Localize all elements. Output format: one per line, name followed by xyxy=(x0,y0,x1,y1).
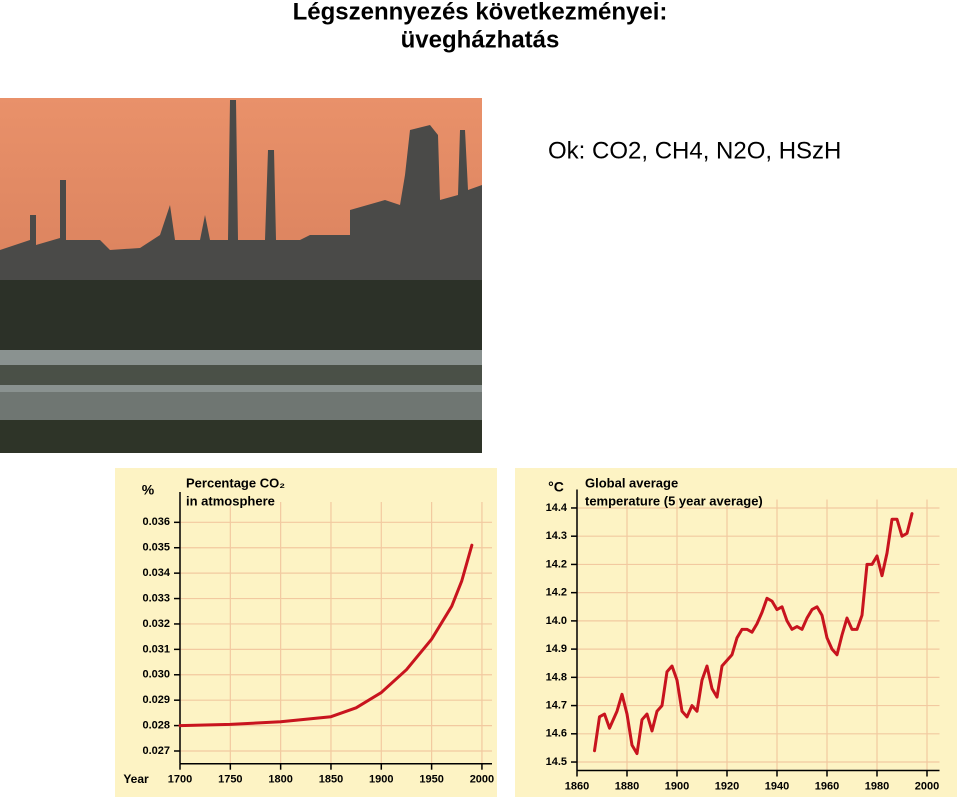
cause-note: Ok: CO2, CH4, N2O, HSzH xyxy=(548,137,841,164)
x-tick-label: 2000 xyxy=(915,780,939,792)
x-tick-label: 1850 xyxy=(319,774,343,786)
y-tick-label: 14.4 xyxy=(546,502,568,514)
y-tick-label: 0.029 xyxy=(142,694,170,706)
photo xyxy=(0,98,482,453)
y-tick-label: 0.036 xyxy=(142,516,170,528)
series-line xyxy=(178,543,474,728)
x-tick-label: 1880 xyxy=(615,780,639,792)
y-tick-label: 14.5 xyxy=(546,756,567,768)
y-tick-label: 0.032 xyxy=(142,618,170,630)
y-tick-label: 0.027 xyxy=(142,745,170,757)
y-tick-label: 0.035 xyxy=(142,542,170,554)
x-tick-label: 1920 xyxy=(715,780,739,792)
chart-title: in atmosphere xyxy=(186,493,275,508)
slide-title: Légszennyezés következményei: xyxy=(293,0,668,25)
y-tick-label: 14.3 xyxy=(546,530,567,542)
slide-title: üvegházhatás xyxy=(401,26,560,53)
x-tick-label: 1950 xyxy=(419,774,443,786)
y-tick-label: 14.7 xyxy=(546,699,567,711)
y-tick-label: 0.028 xyxy=(142,719,170,731)
x-axis-label: Year xyxy=(123,772,149,786)
y-tick-label: 0.031 xyxy=(142,643,170,655)
x-tick-label: 1980 xyxy=(865,780,889,792)
x-tick-label: 1900 xyxy=(665,780,689,792)
y-axis-label: % xyxy=(142,482,155,498)
x-tick-label: 1960 xyxy=(815,780,839,792)
y-tick-label: 0.034 xyxy=(142,567,170,579)
y-axis-label: °C xyxy=(548,479,564,495)
chart-panel xyxy=(115,468,497,797)
x-tick-label: 1860 xyxy=(565,780,589,792)
x-tick-label: 2000 xyxy=(470,774,494,786)
y-tick-label: 14.0 xyxy=(546,615,567,627)
chart-title: Percentage CO₂ xyxy=(186,475,285,490)
y-tick-label: 0.030 xyxy=(142,669,170,681)
y-tick-label: 14.9 xyxy=(546,643,567,655)
y-tick-label: 14.8 xyxy=(546,671,567,683)
x-tick-label: 1750 xyxy=(218,774,242,786)
x-tick-label: 1700 xyxy=(168,774,192,786)
x-tick-label: 1940 xyxy=(765,780,789,792)
x-tick-label: 1800 xyxy=(268,774,292,786)
x-tick-label: 1900 xyxy=(369,774,393,786)
chart-title: temperature (5 year average) xyxy=(585,493,763,508)
y-tick-label: 14.6 xyxy=(546,728,567,740)
y-tick-label: 14.2 xyxy=(546,587,567,599)
chart-title: Global average xyxy=(585,475,678,490)
chart-panel xyxy=(515,468,957,797)
series-line xyxy=(593,512,914,756)
y-tick-label: 14.2 xyxy=(546,558,567,570)
y-tick-label: 0.033 xyxy=(142,592,170,604)
